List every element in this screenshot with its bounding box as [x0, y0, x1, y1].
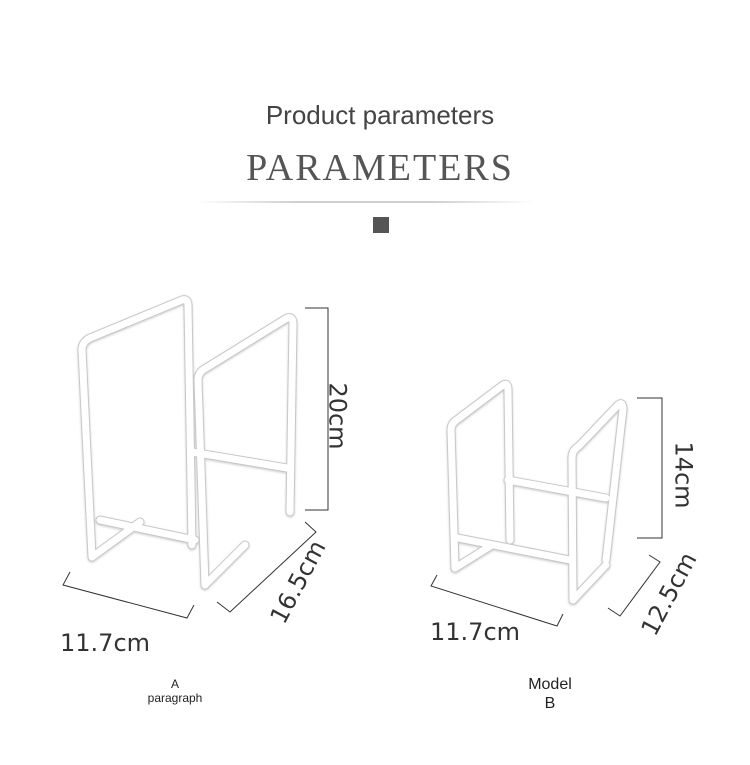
rack-a-caption-line2: paragraph: [147, 691, 203, 706]
rack-a-width-label: 11.7cm: [60, 629, 151, 657]
rack-b-image: [446, 379, 628, 605]
rack-a-caption: A paragraph: [135, 677, 215, 706]
rack-b-caption-line1: Model: [528, 676, 572, 693]
square-marker-icon: [373, 217, 389, 233]
rack-a-dimension-lines: [62, 307, 329, 619]
section-title: Product parameters: [265, 100, 495, 130]
rack-a-caption-line1: A: [170, 677, 179, 691]
rack-a-height-label: 20cm: [323, 382, 352, 450]
rack-a-image: [77, 295, 298, 590]
rack-b-caption-line2: B: [544, 695, 556, 713]
rack-b-dimension-lines: [430, 397, 663, 627]
rack-b-height-label: 14cm: [669, 441, 698, 509]
section-subtitle: PARAMETERS: [246, 147, 514, 189]
title-divider: [195, 201, 535, 203]
rack-b-caption: Model B: [505, 675, 595, 713]
rack-b-width-label: 11.7cm: [430, 618, 521, 646]
